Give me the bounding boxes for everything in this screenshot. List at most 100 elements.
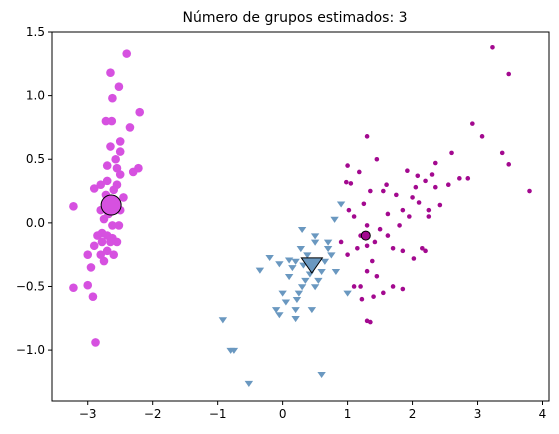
data-point <box>358 284 363 289</box>
data-point <box>400 286 406 292</box>
data-point <box>356 169 362 175</box>
data-point <box>106 142 115 151</box>
x-tick-label: −3 <box>79 407 97 421</box>
data-point <box>109 185 119 195</box>
data-point <box>314 277 323 284</box>
data-point <box>97 237 107 247</box>
data-point <box>381 188 386 194</box>
data-point <box>368 319 373 325</box>
points-layer <box>69 44 532 387</box>
data-point <box>343 290 352 297</box>
data-point <box>294 290 304 297</box>
data-point <box>364 134 370 139</box>
data-point <box>457 176 462 181</box>
data-point <box>446 182 451 187</box>
data-point <box>89 241 99 251</box>
data-point <box>91 338 100 347</box>
data-point <box>265 254 274 261</box>
y-tick-label: −0.5 <box>16 279 45 293</box>
data-point <box>346 207 352 213</box>
data-point <box>301 277 310 284</box>
data-point <box>433 160 438 166</box>
data-point <box>83 280 93 290</box>
data-point <box>108 221 117 230</box>
data-point <box>281 299 291 306</box>
data-point <box>115 137 125 146</box>
data-point <box>114 82 124 92</box>
cluster-center <box>300 257 324 274</box>
data-point <box>368 188 373 194</box>
data-point <box>361 201 367 207</box>
data-point <box>114 221 124 230</box>
data-point <box>345 252 350 257</box>
data-point <box>99 256 109 266</box>
cluster-center <box>360 230 371 241</box>
x-tick-label: −2 <box>144 407 162 421</box>
data-point <box>310 284 320 291</box>
data-point <box>405 168 410 173</box>
data-point <box>310 239 320 246</box>
data-point <box>271 307 281 314</box>
plot-frame <box>51 31 550 402</box>
y-tick-label: 1.5 <box>26 25 45 39</box>
data-point <box>371 294 376 299</box>
data-point <box>499 150 505 156</box>
data-point <box>330 216 339 223</box>
data-point <box>106 68 115 78</box>
data-point <box>297 226 307 234</box>
data-point <box>470 121 475 126</box>
data-point <box>348 181 354 186</box>
data-point <box>355 246 360 251</box>
data-point <box>229 347 239 354</box>
data-point <box>106 237 115 247</box>
data-point <box>433 184 438 190</box>
data-point <box>423 248 428 254</box>
data-point <box>135 107 145 117</box>
data-point <box>307 307 317 314</box>
data-point <box>407 214 412 219</box>
chart-title: Número de grupos estimados: 3 <box>182 10 407 26</box>
data-point <box>390 246 396 251</box>
data-point <box>323 246 333 253</box>
data-point <box>437 202 443 208</box>
data-point <box>288 265 297 272</box>
data-point <box>429 172 435 177</box>
data-point <box>381 290 386 296</box>
data-point <box>397 223 402 228</box>
data-point <box>112 163 122 173</box>
y-tick-label: 0.0 <box>26 216 45 230</box>
data-point <box>284 257 294 264</box>
data-point <box>364 268 370 274</box>
data-point <box>278 290 287 297</box>
data-point <box>69 202 78 211</box>
data-point <box>351 284 357 289</box>
data-point <box>527 188 532 194</box>
data-point <box>275 261 284 268</box>
y-tick-label: 1.0 <box>26 89 45 103</box>
data-point <box>292 296 302 303</box>
data-point <box>411 256 417 261</box>
data-point <box>344 179 349 185</box>
data-point <box>506 162 512 167</box>
data-point <box>364 223 370 228</box>
data-point <box>317 372 326 379</box>
data-point <box>369 258 375 264</box>
data-point <box>125 123 135 132</box>
data-point <box>107 116 117 126</box>
data-point <box>415 173 421 179</box>
data-point <box>479 134 485 139</box>
data-point <box>93 231 102 240</box>
data-point <box>390 284 396 289</box>
data-point <box>96 250 106 259</box>
data-point <box>384 182 389 187</box>
data-point <box>364 243 370 249</box>
x-tick-label: 2 <box>409 407 417 421</box>
data-point <box>255 267 265 274</box>
data-point <box>88 292 98 301</box>
data-point <box>317 268 326 275</box>
data-point <box>112 237 122 247</box>
data-point <box>490 44 495 50</box>
data-point <box>323 239 333 246</box>
data-point <box>410 195 415 200</box>
data-point <box>119 193 128 202</box>
